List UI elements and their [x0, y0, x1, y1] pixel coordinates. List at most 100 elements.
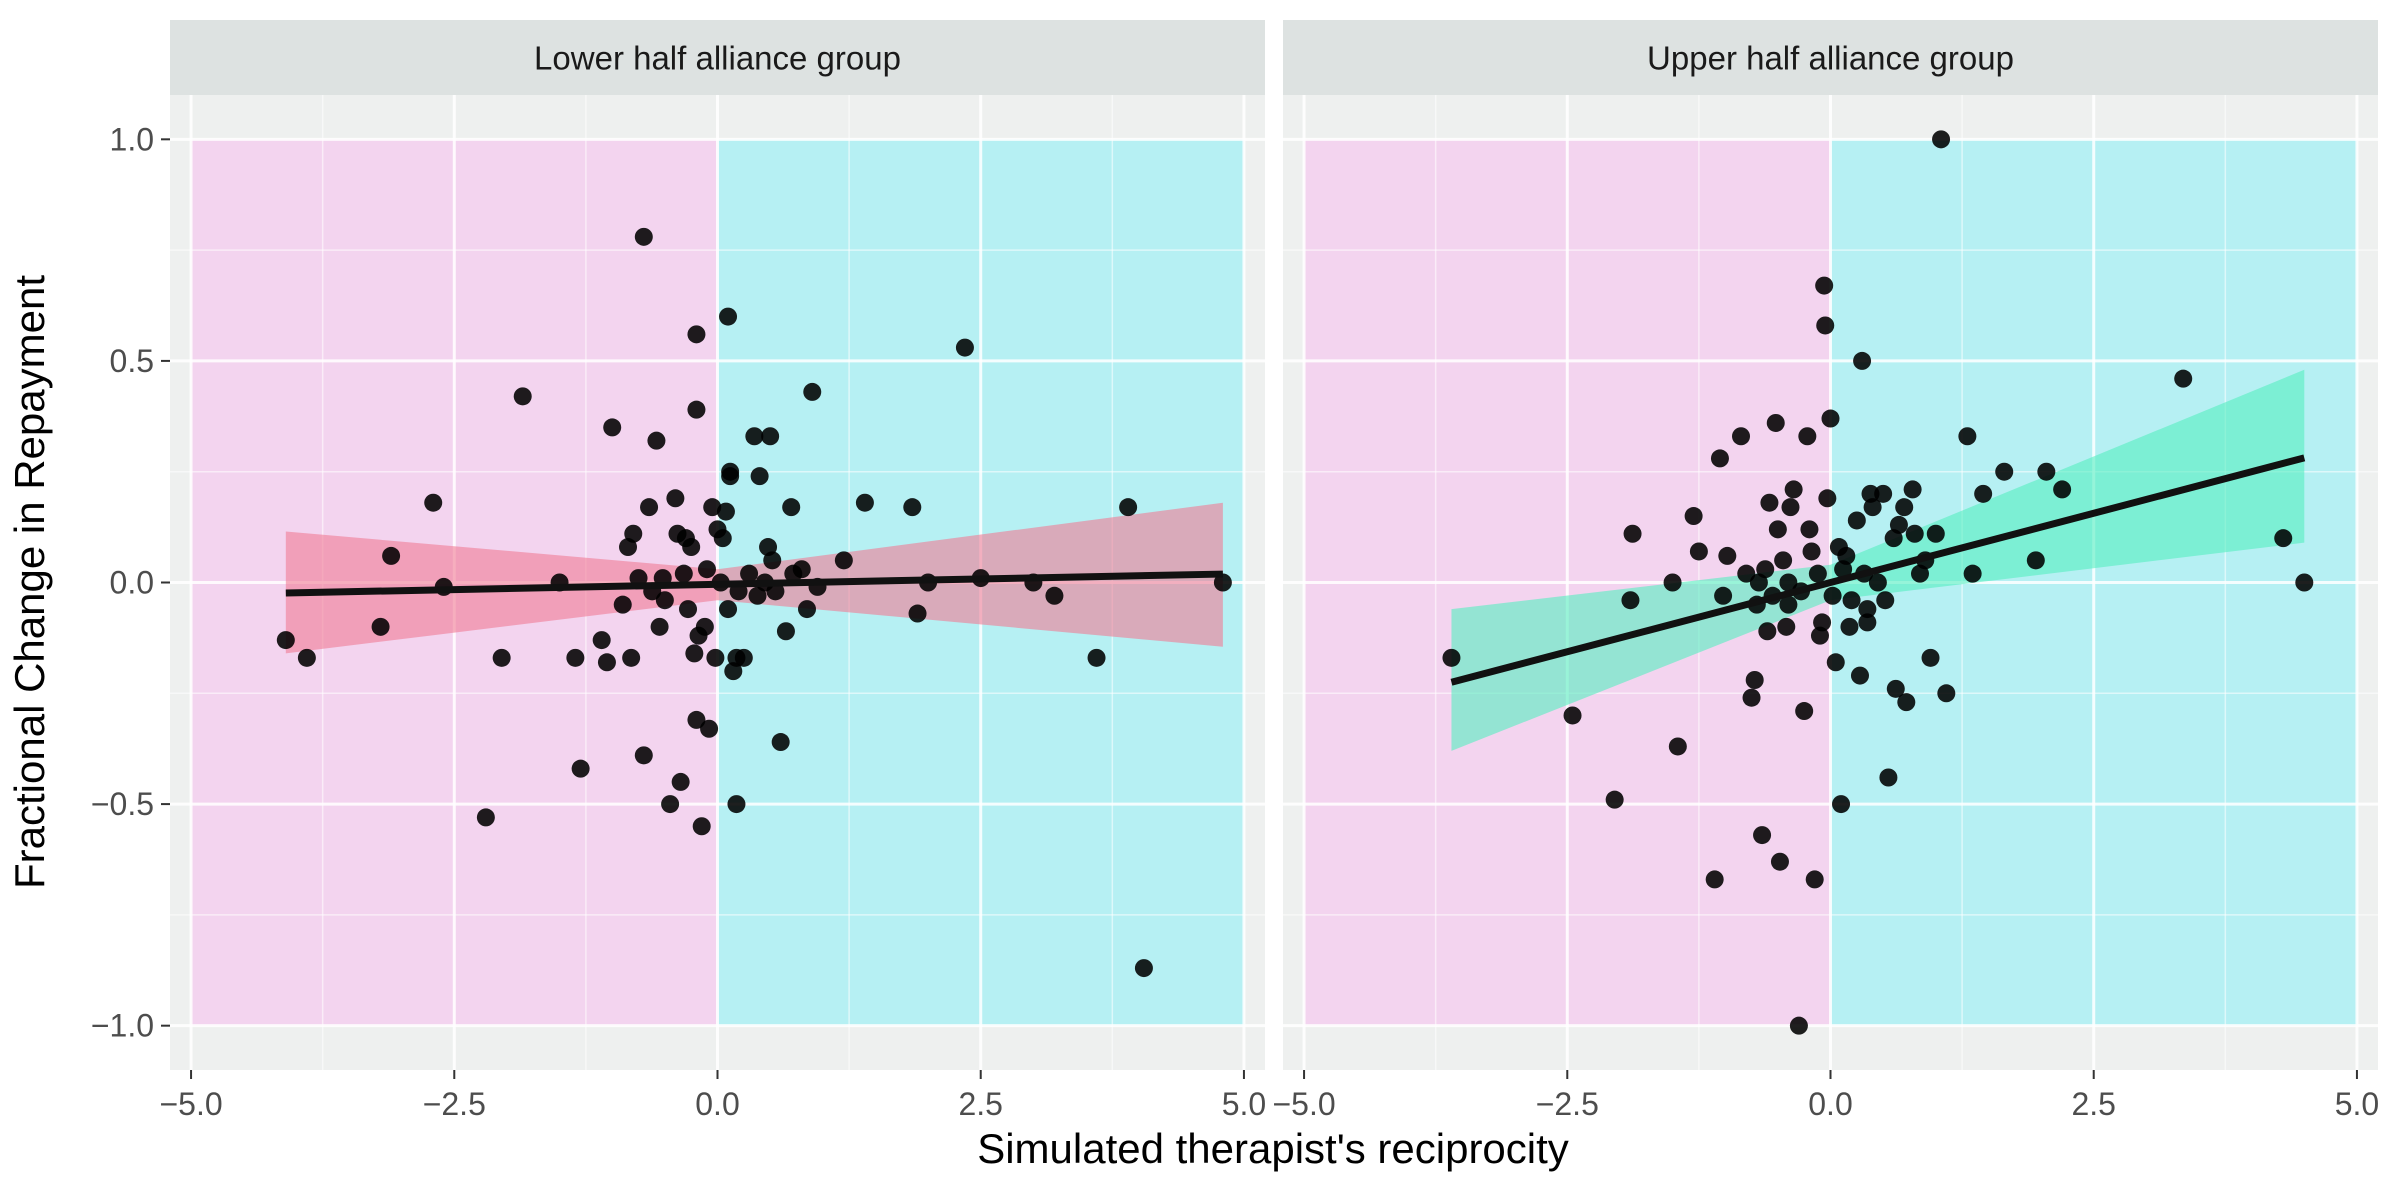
data-point: [1840, 617, 1859, 636]
data-point: [719, 600, 738, 619]
data-point: [1958, 427, 1977, 446]
data-point: [716, 502, 735, 521]
data-point: [1874, 484, 1893, 503]
data-point: [634, 227, 653, 246]
data-point: [1813, 613, 1832, 632]
data-point: [1777, 617, 1796, 636]
data-point: [1895, 498, 1914, 517]
data-point: [424, 493, 443, 512]
y-axis-title: Fractional Change in Repayment: [6, 275, 53, 889]
data-point: [647, 431, 666, 450]
data-point: [492, 648, 511, 667]
data-point: [1732, 427, 1751, 446]
panels-layer: Lower half alliance group −5.0 −2.5 0.0 2.5 5…: [91, 20, 2379, 1122]
data-point: [566, 648, 585, 667]
y-tick-label: −0.5: [91, 786, 154, 822]
data-point: [1868, 573, 1887, 592]
data-point: [750, 467, 769, 486]
data-point: [713, 529, 732, 548]
facet-strip-label: Lower half alliance group: [534, 40, 901, 77]
data-point: [1045, 586, 1064, 605]
data-point: [1816, 316, 1835, 335]
data-point: [740, 564, 759, 583]
data-point: [1621, 591, 1640, 610]
y-tick-label: 0.5: [110, 343, 154, 379]
data-point: [1766, 413, 1785, 432]
x-tick-label: −5.0: [159, 1086, 222, 1122]
x-tick-label: 5.0: [1222, 1086, 1266, 1122]
regression-line: [1450, 454, 2306, 686]
data-point: [2274, 529, 2293, 548]
data-point: [2174, 369, 2193, 388]
data-point: [1826, 653, 1845, 672]
data-point: [1847, 511, 1866, 530]
data-point: [1795, 702, 1814, 721]
data-point: [640, 498, 659, 517]
data-point: [771, 733, 790, 752]
data-point: [476, 808, 495, 827]
data-point: [1774, 551, 1793, 570]
data-point: [1837, 546, 1856, 565]
facet-panel-2: Upper half alliance group −5.0 −2.5 0.0 2.5 5…: [1272, 20, 2379, 1122]
data-point: [700, 719, 719, 738]
data-point: [382, 546, 401, 565]
data-point: [797, 600, 816, 619]
data-point: [834, 551, 853, 570]
data-point: [1926, 524, 1945, 543]
data-point: [792, 560, 811, 579]
data-point: [674, 564, 693, 583]
data-point: [761, 427, 780, 446]
data-point: [1805, 870, 1824, 889]
data-point: [766, 582, 785, 601]
facet-strip: [170, 20, 1265, 95]
data-point: [1858, 613, 1877, 632]
y-tick-label: 1.0: [110, 121, 154, 157]
data-point: [697, 560, 716, 579]
data-point: [1745, 671, 1764, 689]
data-point: [763, 551, 782, 570]
data-point: [1134, 959, 1153, 978]
data-point: [1861, 484, 1880, 503]
data-point: [1768, 520, 1787, 539]
data-point: [1897, 693, 1916, 712]
facet-panel-1: Lower half alliance group −5.0 −2.5 0.0 2.5 5…: [91, 20, 1266, 1122]
data-point: [603, 418, 622, 437]
data-point: [276, 631, 295, 650]
data-point: [1815, 276, 1834, 295]
x-tick-label: 5.0: [2335, 1086, 2379, 1122]
data-point: [734, 648, 753, 667]
data-point: [571, 759, 590, 778]
data-point: [1876, 591, 1895, 610]
data-point: [1810, 626, 1829, 645]
regression-line: [285, 570, 1223, 597]
x-axis-title: Simulated therapist's reciprocity: [977, 1125, 1569, 1172]
data-point: [1737, 564, 1756, 583]
data-point: [679, 600, 698, 619]
facet-strip-label: Upper half alliance group: [1647, 40, 2014, 77]
data-point: [1850, 666, 1869, 685]
data-point: [776, 622, 795, 641]
data-point: [1932, 130, 1951, 149]
data-point: [1889, 515, 1908, 534]
data-point: [513, 387, 532, 406]
data-point: [1863, 498, 1882, 517]
data-point: [1623, 524, 1642, 543]
data-point: [1213, 573, 1232, 592]
data-point: [1563, 706, 1582, 725]
data-point: [1921, 648, 1940, 667]
data-point: [1684, 507, 1703, 526]
data-point: [2037, 462, 2056, 481]
data-point: [1974, 484, 1993, 503]
data-point: [1800, 520, 1819, 539]
data-point: [1605, 790, 1624, 809]
data-point: [661, 795, 680, 814]
facet-strip: [1283, 20, 2378, 95]
data-point: [624, 524, 643, 543]
data-point: [1853, 351, 1872, 370]
data-point: [1821, 409, 1840, 428]
data-point: [1758, 622, 1777, 641]
data-point: [2053, 480, 2072, 499]
data-points: [1442, 130, 2314, 1035]
data-point: [597, 653, 616, 672]
data-point: [955, 338, 974, 357]
